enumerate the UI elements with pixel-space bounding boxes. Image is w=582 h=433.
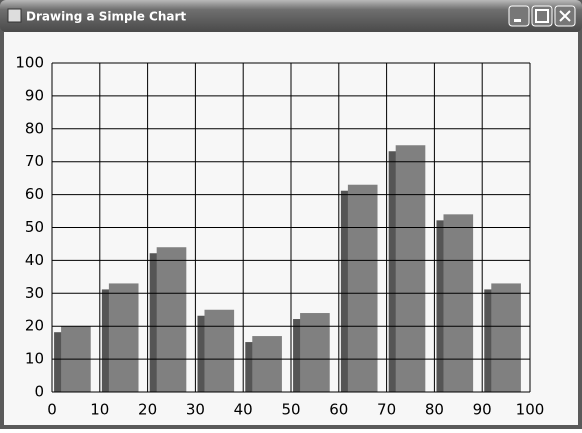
bar	[156, 247, 187, 392]
y-tick-label: 80	[25, 119, 44, 137]
window-title: Drawing a Simple Chart	[26, 10, 186, 24]
y-tick-label: 0	[34, 383, 44, 401]
bar	[204, 309, 235, 392]
y-tick-label: 20	[25, 317, 44, 335]
close-button[interactable]	[554, 5, 576, 27]
y-tick-label: 100	[15, 54, 44, 72]
y-tick-label: 50	[25, 218, 44, 236]
bar-side	[149, 253, 158, 392]
x-tick-label: 30	[186, 401, 205, 419]
bar	[252, 336, 282, 392]
y-tick-label: 60	[25, 185, 44, 203]
maximize-button[interactable]	[531, 5, 553, 27]
y-tick-label: 70	[25, 152, 44, 170]
bar-side	[197, 315, 206, 392]
x-tick-label: 0	[47, 401, 57, 419]
minimize-button[interactable]	[508, 5, 530, 27]
bar	[347, 184, 378, 392]
x-tick-label: 50	[281, 401, 300, 419]
app-icon	[7, 8, 22, 23]
plot: 0 10 20 30 40 50 60 70 80 90 100 0 10 20 30 40 50 60 70 80 9…	[15, 54, 544, 419]
bar	[443, 214, 474, 392]
x-tick-label: 20	[138, 401, 157, 419]
bar-side	[293, 319, 302, 392]
y-tick-label: 10	[25, 350, 44, 368]
y-tick-label: 40	[25, 251, 44, 269]
x-tick-label: 10	[90, 401, 109, 419]
x-tick-label: 80	[425, 401, 444, 419]
bar-side	[245, 342, 254, 392]
y-tick-label: 90	[25, 86, 44, 104]
bar-side	[340, 190, 349, 392]
x-tick-label: 100	[516, 401, 545, 419]
bar-side	[54, 332, 63, 392]
x-tick-label: 40	[234, 401, 253, 419]
x-tick-label: 60	[329, 401, 348, 419]
title-bar	[0, 0, 582, 32]
x-tick-label: 70	[377, 401, 396, 419]
x-tick-label: 90	[473, 401, 492, 419]
bar-side	[388, 151, 397, 392]
y-tick-label: 30	[25, 284, 44, 302]
bar	[108, 283, 139, 392]
bar	[395, 145, 426, 392]
bar	[300, 313, 330, 392]
bar	[491, 283, 521, 392]
bar-side	[484, 289, 493, 392]
bar-side	[101, 289, 110, 392]
bar-side	[436, 220, 445, 392]
